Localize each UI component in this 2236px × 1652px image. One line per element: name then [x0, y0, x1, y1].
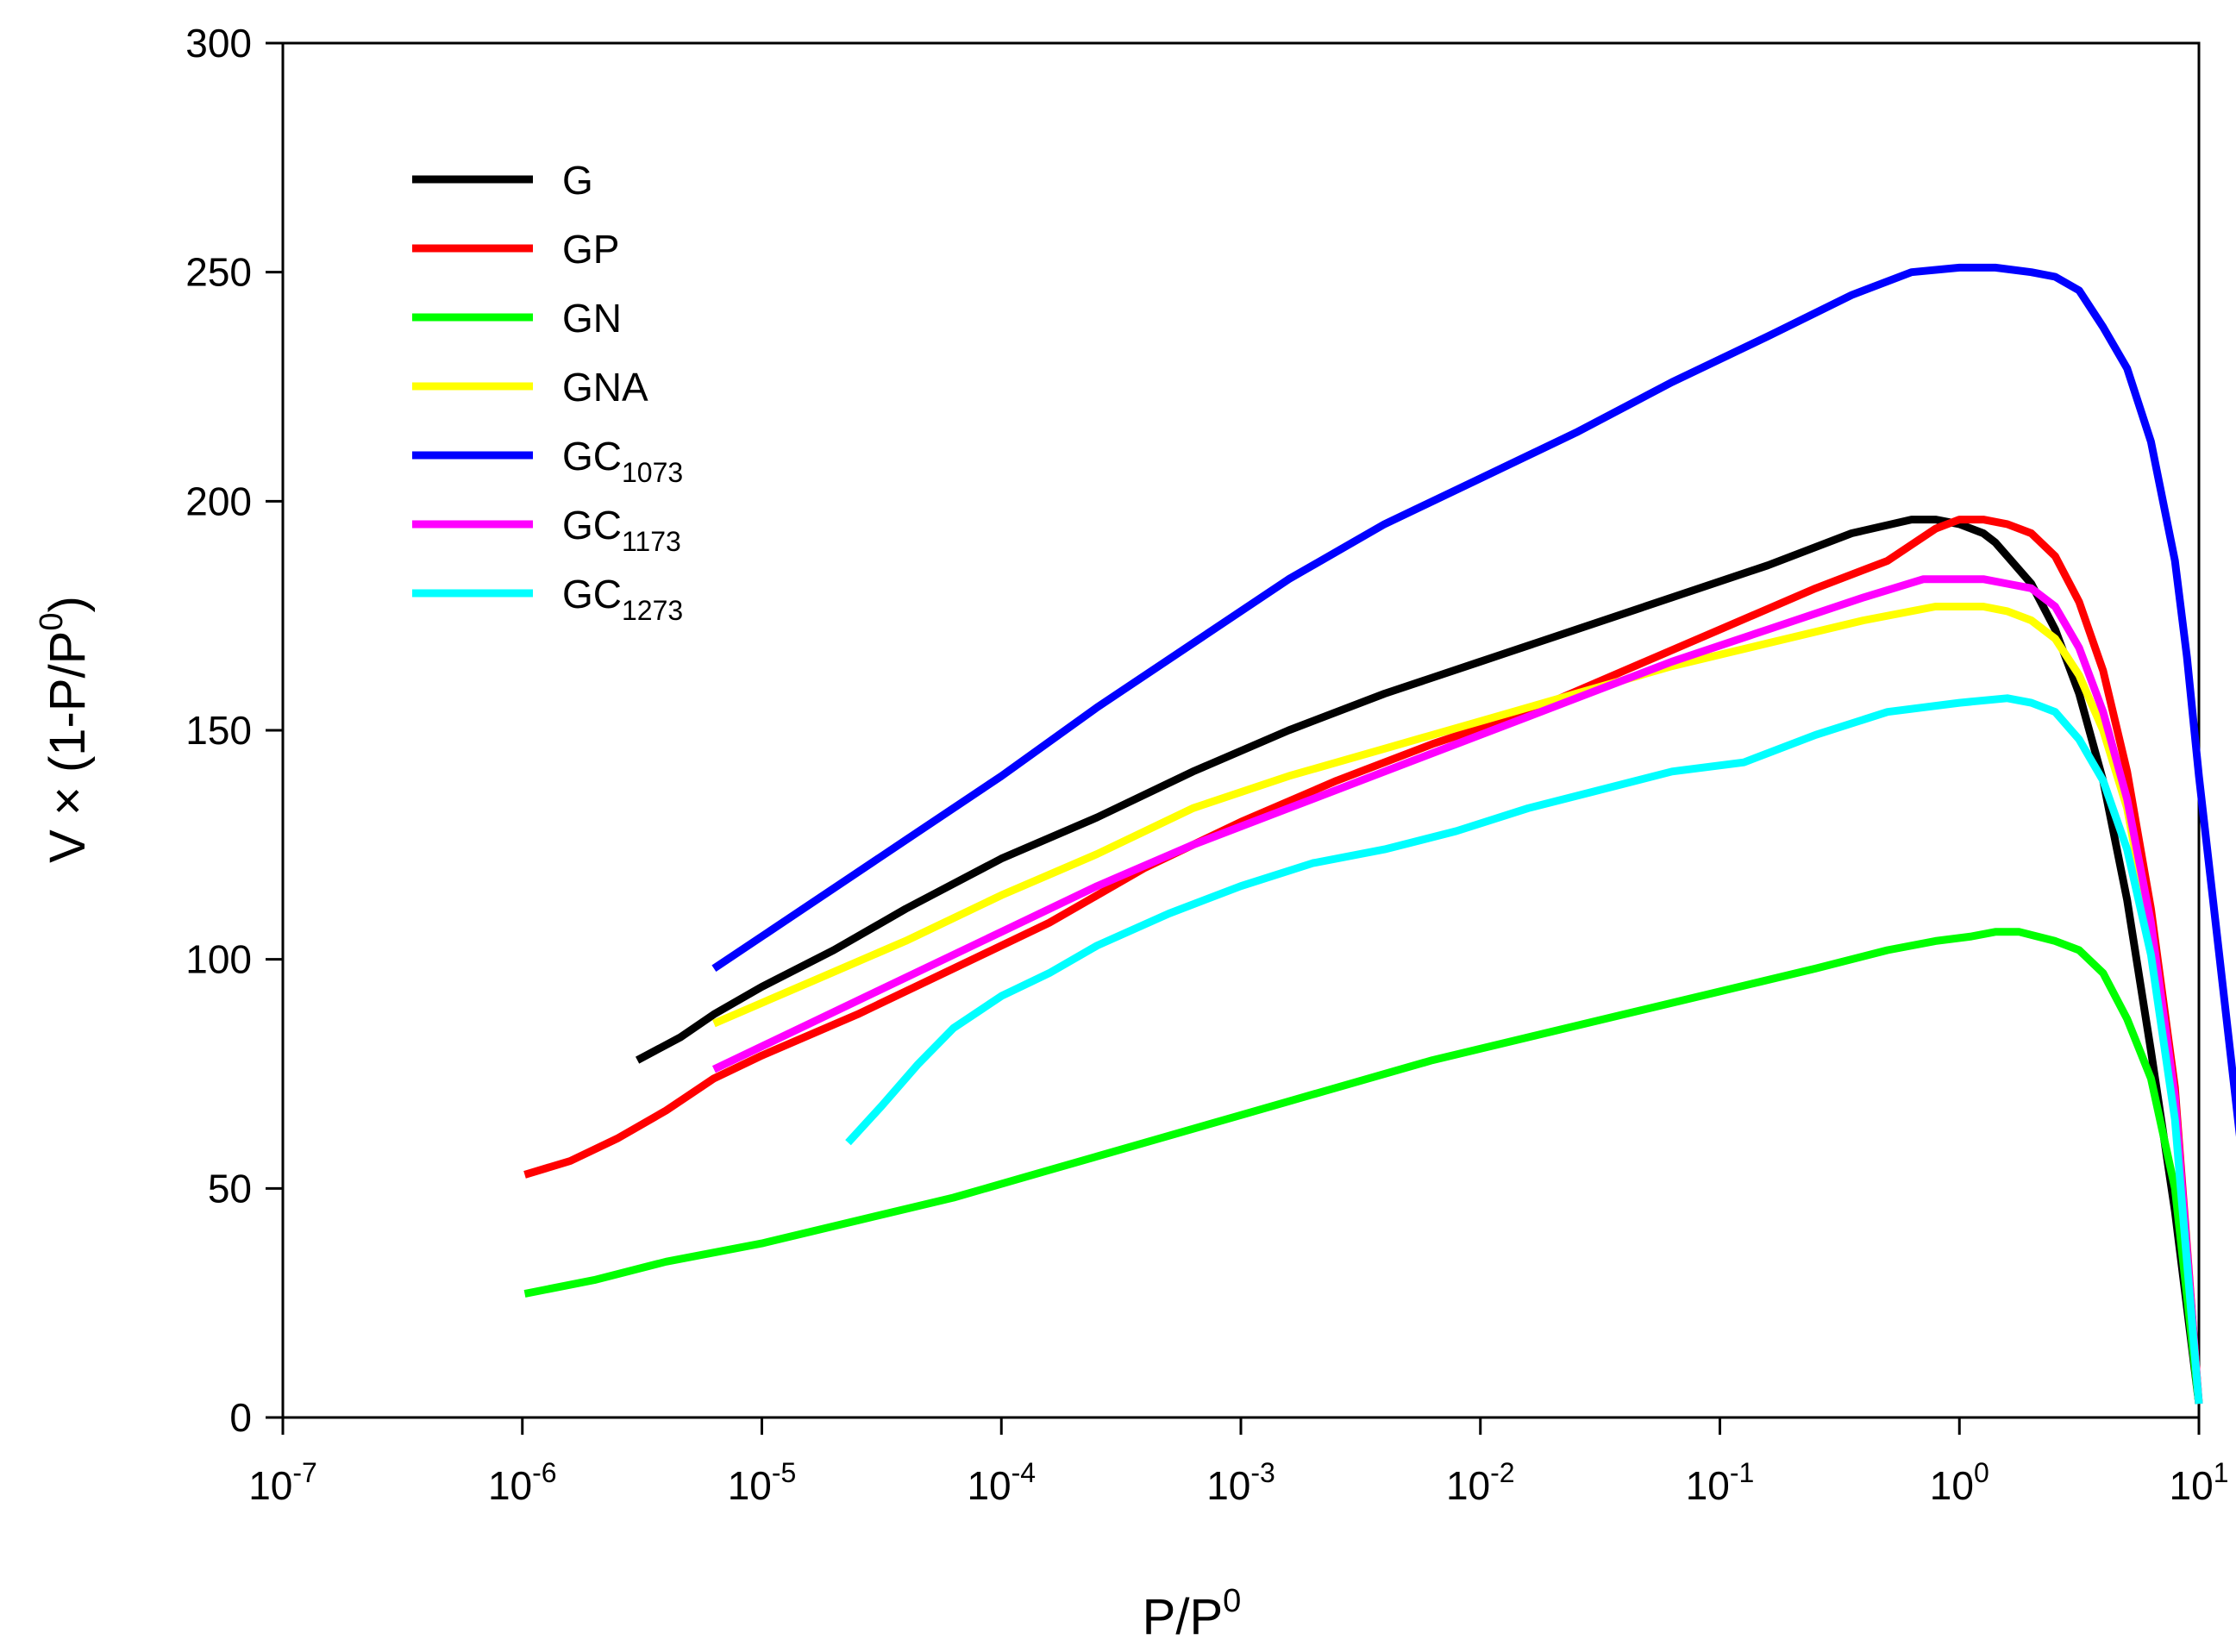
legend: G GP GN GNA GC1073 GC1173 GC1273: [412, 158, 683, 626]
series-line-gc1273: [849, 698, 2200, 1404]
x-tick-label: 10-4: [967, 1457, 1036, 1508]
legend-label: GP: [562, 227, 619, 272]
y-axis-ticks: 0 50 100 150 200 250 300: [185, 21, 283, 1440]
x-tick-label: 100: [1930, 1457, 1989, 1508]
legend-label: GC1273: [562, 572, 683, 626]
legend-label: GC1073: [562, 434, 683, 488]
series-line-gp: [525, 520, 2200, 1405]
series-line-g: [637, 520, 2199, 1405]
series-line-gn: [525, 932, 2200, 1404]
y-tick-label: 50: [208, 1166, 252, 1211]
x-axis-ticks: 10-7 10-6 10-5 10-4 10-3 10-2 10-1 100 101: [248, 1417, 2228, 1508]
legend-label: GN: [562, 296, 622, 341]
x-tick-label: 10-1: [1686, 1457, 1755, 1508]
x-tick-label: 10-6: [488, 1457, 557, 1508]
x-axis-label: P/P0: [1143, 1583, 1242, 1645]
x-tick-label: 10-3: [1206, 1457, 1275, 1508]
y-tick-label: 0: [229, 1395, 252, 1440]
y-axis-label: V × (1-P/P0): [34, 596, 96, 863]
y-tick-label: 150: [185, 708, 252, 753]
y-tick-label: 100: [185, 937, 252, 982]
legend-label: G: [562, 158, 593, 203]
y-tick-label: 200: [185, 479, 252, 523]
x-tick-label: 10-2: [1446, 1457, 1515, 1508]
x-tick-label: 10-7: [248, 1457, 317, 1508]
y-tick-label: 250: [185, 250, 252, 295]
x-tick-label: 10-5: [728, 1457, 797, 1508]
y-tick-label: 300: [185, 21, 252, 66]
series-line-gna: [714, 607, 2199, 1405]
x-tick-label: 101: [2170, 1457, 2229, 1508]
legend-label: GNA: [562, 365, 648, 410]
series-line-gc1073: [714, 267, 2236, 1404]
series-group: [525, 267, 2236, 1404]
legend-label: GC1173: [562, 503, 681, 557]
